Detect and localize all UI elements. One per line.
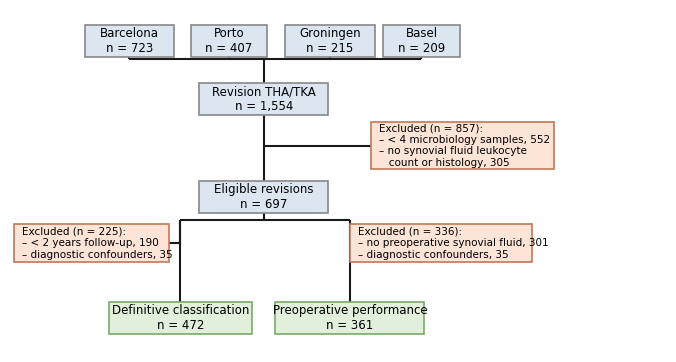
FancyBboxPatch shape: [350, 224, 533, 262]
FancyBboxPatch shape: [383, 25, 460, 57]
Text: Barcelona
n = 723: Barcelona n = 723: [100, 27, 159, 55]
FancyBboxPatch shape: [199, 84, 329, 115]
Text: Definitive classification
n = 472: Definitive classification n = 472: [112, 304, 249, 332]
Text: Preoperative performance
n = 361: Preoperative performance n = 361: [272, 304, 427, 332]
Text: Groningen
n = 215: Groningen n = 215: [299, 27, 361, 55]
FancyBboxPatch shape: [84, 25, 174, 57]
FancyBboxPatch shape: [109, 302, 251, 333]
FancyBboxPatch shape: [14, 224, 170, 262]
FancyBboxPatch shape: [199, 181, 329, 213]
Text: Basel
n = 209: Basel n = 209: [398, 27, 445, 55]
Text: Porto
n = 407: Porto n = 407: [205, 27, 252, 55]
FancyBboxPatch shape: [285, 25, 375, 57]
FancyBboxPatch shape: [275, 302, 425, 333]
Text: Excluded (n = 225):
– < 2 years follow-up, 190
– diagnostic confounders, 35: Excluded (n = 225): – < 2 years follow-u…: [22, 227, 172, 260]
Text: Excluded (n = 336):
– no preoperative synovial fluid, 301
– diagnostic confounde: Excluded (n = 336): – no preoperative sy…: [358, 227, 549, 260]
FancyBboxPatch shape: [191, 25, 267, 57]
Text: Revision THA/TKA
n = 1,554: Revision THA/TKA n = 1,554: [212, 85, 316, 113]
Text: Eligible revisions
n = 697: Eligible revisions n = 697: [214, 183, 314, 211]
Text: Excluded (n = 857):
– < 4 microbiology samples, 552
– no synovial fluid leukocyt: Excluded (n = 857): – < 4 microbiology s…: [379, 123, 550, 168]
FancyBboxPatch shape: [371, 122, 554, 169]
